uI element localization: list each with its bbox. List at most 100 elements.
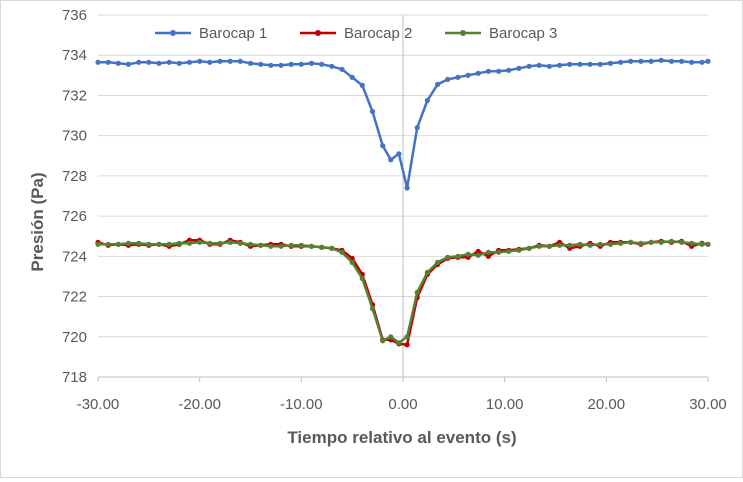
legend-label: Barocap 1 — [199, 25, 267, 42]
data-point — [679, 239, 685, 245]
legend-swatch-marker — [315, 30, 321, 36]
data-point — [475, 248, 481, 254]
data-point — [359, 275, 365, 282]
data-point — [349, 74, 355, 80]
data-point — [526, 63, 532, 69]
data-point — [699, 59, 705, 65]
x-tick-label: -20.00 — [178, 396, 221, 413]
y-axis-label: Presión (Pa) — [28, 172, 47, 271]
data-point — [638, 240, 644, 246]
data-point — [146, 59, 152, 65]
data-point — [369, 108, 376, 115]
series-3 — [95, 238, 711, 346]
data-point — [557, 62, 563, 68]
data-point — [658, 57, 664, 63]
data-point — [95, 59, 101, 65]
data-point — [628, 58, 634, 64]
data-point — [648, 239, 654, 245]
data-point — [396, 151, 402, 157]
data-point — [166, 59, 172, 65]
data-point — [125, 240, 132, 246]
data-point — [404, 185, 410, 191]
data-point — [339, 249, 345, 255]
data-point — [186, 59, 193, 65]
data-point — [136, 240, 142, 246]
data-point — [369, 306, 376, 312]
data-point — [237, 58, 243, 64]
data-point — [597, 241, 603, 247]
data-point — [258, 242, 264, 248]
data-point — [587, 242, 593, 248]
data-point — [465, 72, 471, 78]
data-point — [506, 67, 512, 73]
x-tick-label: 30.00 — [689, 396, 727, 413]
data-point — [597, 61, 603, 67]
data-point — [278, 243, 284, 249]
x-tick-label: -10.00 — [280, 396, 323, 413]
legend-item-3: Barocap 3 — [445, 25, 557, 42]
legend-label: Barocap 3 — [489, 25, 557, 42]
data-point — [689, 240, 695, 246]
legend-swatch-marker — [170, 30, 176, 36]
data-point — [475, 252, 481, 258]
data-point — [166, 241, 172, 247]
legend: Barocap 1 Barocap 2 Barocap 3 — [155, 25, 557, 42]
data-point — [465, 251, 471, 257]
data-point — [445, 76, 451, 82]
data-point — [207, 240, 213, 246]
data-point — [496, 249, 502, 255]
axes — [97, 376, 709, 382]
data-point — [197, 239, 203, 245]
data-point — [485, 253, 491, 259]
y-tick-label: 718 — [62, 369, 87, 386]
data-point — [414, 289, 420, 296]
legend-item-2: Barocap 2 — [300, 25, 412, 42]
data-point — [485, 68, 491, 74]
data-point — [546, 243, 553, 249]
data-point — [404, 342, 410, 348]
data-point — [329, 63, 335, 69]
data-point — [136, 59, 142, 65]
data-point — [319, 244, 325, 250]
data-point — [536, 243, 542, 249]
x-tick-label: 0.00 — [388, 396, 417, 413]
data-point — [577, 241, 583, 247]
data-point — [414, 125, 420, 131]
data-point — [156, 241, 162, 247]
data-point — [388, 334, 394, 340]
data-point — [496, 68, 502, 74]
data-point — [227, 239, 233, 245]
data-point — [485, 249, 491, 255]
data-point — [115, 241, 121, 247]
data-point — [217, 58, 223, 64]
data-point — [359, 82, 365, 88]
data-point — [628, 239, 634, 245]
data-point — [268, 62, 274, 68]
data-point — [638, 58, 644, 64]
y-tick-labels: 718 720 722 724 726 728 730 732 734 736 — [62, 7, 87, 386]
data-point — [424, 97, 430, 104]
x-tick-label: -30.00 — [77, 396, 120, 413]
data-point — [475, 70, 481, 76]
data-point — [404, 334, 410, 340]
y-tick-label: 722 — [62, 289, 87, 306]
series-1 — [95, 57, 711, 191]
data-point — [679, 58, 685, 64]
data-point — [319, 61, 325, 67]
data-point — [526, 245, 532, 251]
data-point — [396, 340, 402, 346]
data-point — [567, 61, 573, 67]
data-point — [567, 242, 573, 248]
data-point — [699, 241, 705, 247]
data-point — [455, 74, 461, 80]
data-point — [546, 63, 553, 69]
data-point — [197, 58, 203, 64]
y-tick-label: 736 — [62, 7, 87, 24]
y-tick-label: 730 — [62, 128, 87, 145]
data-point — [298, 61, 304, 67]
data-point — [607, 241, 614, 247]
y-tick-label: 726 — [62, 208, 87, 225]
data-point — [288, 61, 294, 67]
data-point — [95, 241, 101, 247]
